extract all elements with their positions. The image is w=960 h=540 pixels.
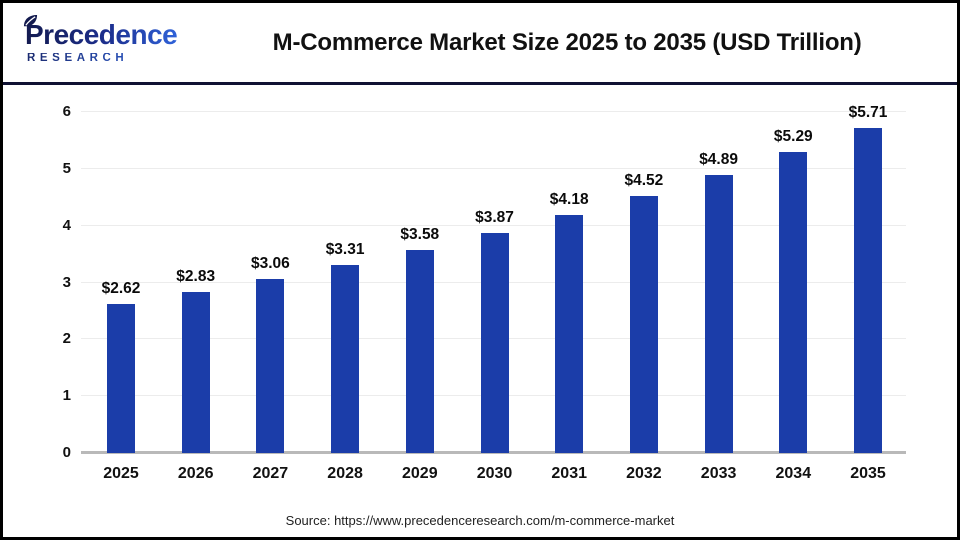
bar xyxy=(704,175,733,453)
x-axis-labels: 2025 2026 2027 2028 2029 2030 2031 2032 2033 2034… xyxy=(81,465,906,487)
x-tick-label: 2034 xyxy=(775,465,812,482)
leaf-icon xyxy=(23,14,38,27)
bar xyxy=(555,215,584,453)
bar-value-label: $2.83 xyxy=(176,268,216,286)
y-tick-label: 1 xyxy=(62,387,71,405)
x-tick-label: 2028 xyxy=(327,465,363,482)
bar xyxy=(480,233,509,453)
bar xyxy=(181,292,210,453)
page-title: M-Commerce Market Size 2025 to 2035 (USD… xyxy=(272,28,862,56)
bar-value-label: $4.89 xyxy=(699,151,738,169)
bar-group-2033: $4.89 xyxy=(681,151,757,453)
title-wrap: M-Commerce Market Size 2025 to 2035 (USD… xyxy=(177,29,957,57)
bar-group-2031: $4.18 xyxy=(531,191,607,453)
y-tick-label: 2 xyxy=(62,330,71,348)
y-axis-labels: 0 1 2 3 4 5 6 xyxy=(37,103,71,461)
logo-line2: RESEARCH xyxy=(23,52,177,65)
logo-wordmark: Precedence xyxy=(23,14,178,50)
x-tick-label: 2031 xyxy=(551,465,587,482)
bar-group-2030: $3.87 xyxy=(457,209,533,453)
logo-line1: Precedence xyxy=(25,18,178,50)
precedence-research-logo: Precedence RESEARCH xyxy=(3,14,178,65)
bar-group-2027: $3.06 xyxy=(232,255,308,453)
y-tick-label: 3 xyxy=(62,273,71,291)
bar-group-2035: $5.71 xyxy=(830,104,906,453)
grid-line xyxy=(81,111,906,112)
x-tick-label: 2033 xyxy=(700,465,737,482)
source-text: Source: https://www.precedenceresearch.c… xyxy=(285,513,675,528)
bar-group-2029: $3.58 xyxy=(382,226,458,453)
bar xyxy=(854,128,882,453)
header-divider xyxy=(3,82,957,85)
y-tick-label: 6 xyxy=(62,103,71,120)
bar-group-2032: $4.52 xyxy=(606,172,682,453)
bar-group-2025: $2.62 xyxy=(83,280,159,453)
bar-group-2034: $5.29 xyxy=(755,128,831,453)
bar-value-label: $5.29 xyxy=(773,128,813,146)
bar xyxy=(331,264,360,453)
bar xyxy=(107,304,135,453)
bar xyxy=(256,279,285,453)
plot-area: $2.62 $2.83 $3.06 $3.31 $3.58 $3.87 $4.18 $4.52… xyxy=(81,104,906,454)
x-tick-label: 2029 xyxy=(402,465,438,482)
bar-value-label: $3.87 xyxy=(475,209,514,227)
x-tick-label: 2032 xyxy=(626,465,662,482)
bar-group-2028: $3.31 xyxy=(307,241,383,453)
bar-value-label: $5.71 xyxy=(848,104,888,122)
x-tick-label: 2030 xyxy=(476,465,513,482)
x-tick-label: 2026 xyxy=(177,465,214,482)
grid-line xyxy=(81,224,906,226)
bar xyxy=(629,196,658,453)
bar-value-label: $3.06 xyxy=(250,255,290,273)
bar-group-2026: $2.83 xyxy=(158,268,234,453)
bar-value-label: $2.62 xyxy=(101,280,141,298)
grid-line xyxy=(81,167,906,169)
header: Precedence RESEARCH M-Commerce Market Si… xyxy=(3,3,957,82)
y-tick-label: 0 xyxy=(62,444,71,461)
bar-value-label: $3.58 xyxy=(400,225,440,243)
y-tick-label: 5 xyxy=(62,159,71,177)
x-tick-label: 2035 xyxy=(850,465,886,482)
bar-chart: 0 1 2 3 4 5 6 $2.62 $2.83 $3.06 $3.31 $3.58 $3.87 $4… xyxy=(3,85,957,537)
bar xyxy=(405,249,434,453)
x-tick-label: 2025 xyxy=(103,465,139,482)
bar-value-label: $4.18 xyxy=(549,191,589,209)
bar xyxy=(779,152,808,453)
bar-value-label: $4.52 xyxy=(624,172,664,190)
x-tick-label: 2027 xyxy=(252,465,289,482)
bar-value-label: $3.31 xyxy=(325,240,365,258)
y-tick-label: 4 xyxy=(62,216,71,234)
